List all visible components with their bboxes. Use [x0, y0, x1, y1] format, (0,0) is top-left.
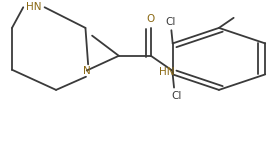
Text: HN: HN: [26, 2, 42, 12]
Text: Cl: Cl: [166, 17, 176, 27]
Text: N: N: [83, 66, 91, 75]
Text: Cl: Cl: [171, 91, 182, 101]
Text: O: O: [147, 14, 155, 24]
Text: HN: HN: [159, 67, 175, 77]
